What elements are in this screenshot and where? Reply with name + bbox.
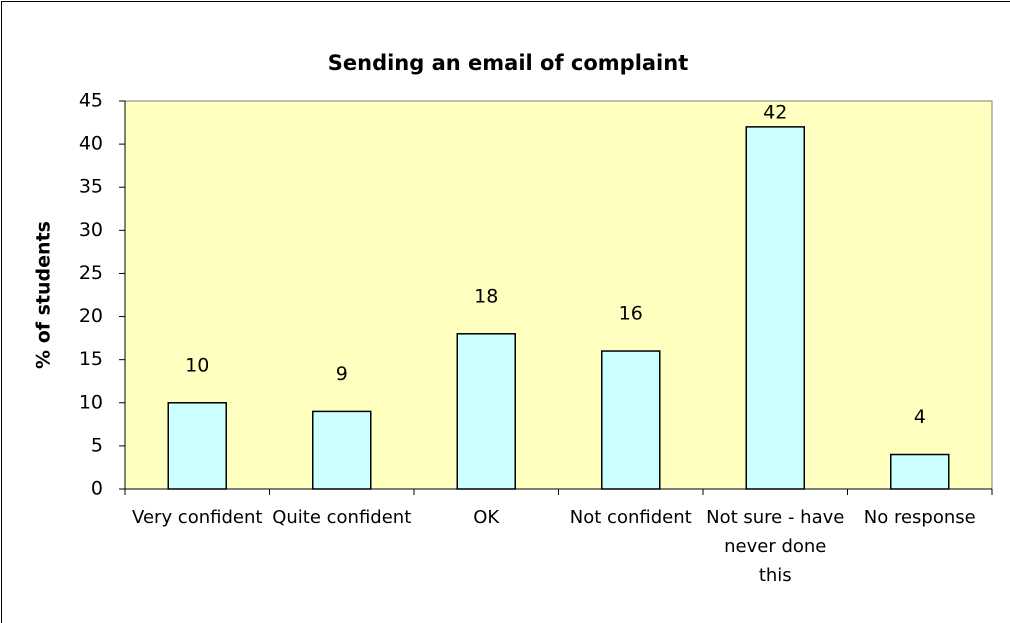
y-tick-label: 40	[79, 133, 103, 155]
data-label: 4	[914, 406, 926, 428]
bar	[456, 333, 516, 490]
bar	[601, 350, 661, 490]
x-tick-label-box: OK	[473, 507, 500, 528]
x-tick-label: No response	[863, 507, 976, 528]
x-tick-label-box: Not confident	[569, 507, 692, 528]
y-tick-label: 35	[79, 176, 103, 198]
y-tick-label: 45	[79, 90, 103, 112]
y-axis-title: % of students	[33, 221, 55, 369]
y-tick-label: 5	[91, 434, 103, 456]
x-tick-label: Very confident	[132, 507, 263, 528]
x-tick-label: Not sure - have never done this	[706, 507, 845, 586]
data-label: 42	[763, 101, 787, 123]
data-label: 18	[474, 285, 498, 307]
x-tick-label-box: Very confident	[132, 507, 263, 528]
y-tick-label: 10	[79, 391, 103, 413]
bar	[745, 126, 805, 490]
bar	[312, 410, 372, 490]
y-tick-label: 30	[79, 219, 103, 241]
x-tick-label-box: Quite confident	[272, 507, 412, 528]
data-label: 10	[185, 354, 209, 376]
y-tick-label: 15	[79, 348, 103, 370]
data-label: 9	[336, 363, 348, 385]
bar	[167, 402, 227, 490]
x-tick-label-box: Not sure - have never done this	[706, 507, 845, 586]
bar	[890, 453, 950, 490]
x-tick-label: Not confident	[569, 507, 692, 528]
x-tick-label: OK	[473, 507, 500, 528]
y-tick-label: 25	[79, 262, 103, 284]
x-tick-label: Quite confident	[272, 507, 412, 528]
chart-title: Sending an email of complaint	[328, 51, 689, 75]
y-tick-label: 0	[91, 478, 103, 500]
y-tick-label: 20	[79, 305, 103, 327]
x-tick-label-box: No response	[863, 507, 976, 528]
data-label: 16	[619, 303, 643, 325]
plot-area	[124, 100, 993, 490]
